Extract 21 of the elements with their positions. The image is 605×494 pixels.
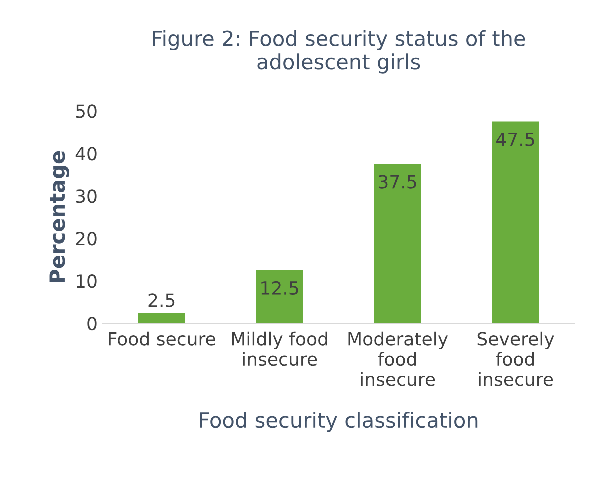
data-label: 47.5 <box>496 132 534 146</box>
y-tick-label: 40 <box>76 147 97 161</box>
y-axis-title: Percentage <box>50 151 70 282</box>
y-tick-label: 30 <box>76 190 97 204</box>
x-tick-label: Severely food insecure <box>478 332 554 386</box>
x-axis-title: Food security classification <box>200 412 478 432</box>
data-label: 12.5 <box>262 281 298 296</box>
y-tick-label: 10 <box>76 274 97 288</box>
x-tick-label: Moderately food insecure <box>348 332 448 386</box>
data-label: 2.5 <box>148 294 175 308</box>
y-tick-label: 20 <box>76 232 97 246</box>
data-label: 37.5 <box>379 175 416 189</box>
x-tick-label: Mildly food insecure <box>232 332 328 366</box>
y-tick-label: 0 <box>88 317 97 331</box>
bar <box>256 270 304 324</box>
bar <box>492 122 540 324</box>
bar <box>138 312 186 324</box>
x-tick-label: Food secure <box>109 332 216 346</box>
bar <box>374 164 422 324</box>
chart-title: Figure 2: Food security status of the adolescent girls <box>153 30 526 74</box>
y-tick-label: 50 <box>76 104 97 118</box>
